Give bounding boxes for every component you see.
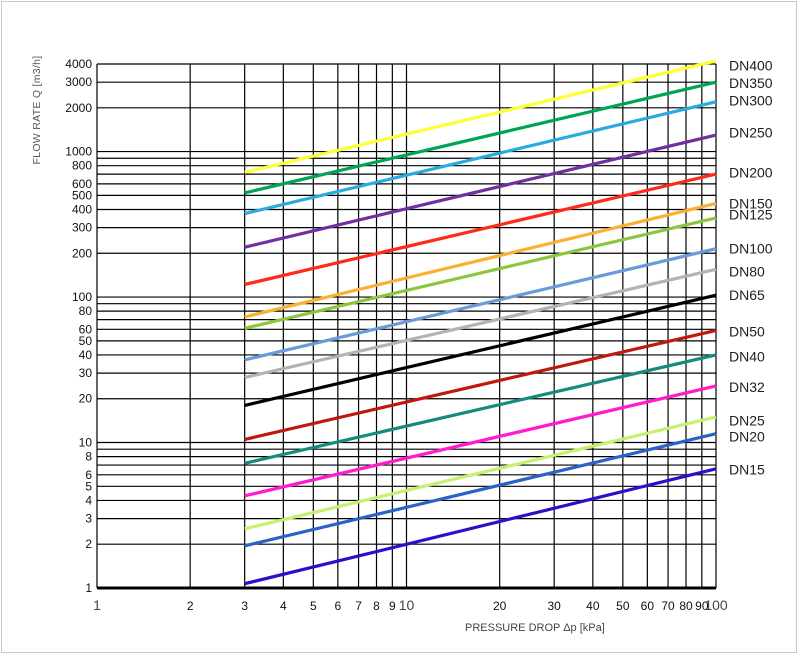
x-tick-label: 2 bbox=[187, 599, 194, 613]
x-tick-label: 4 bbox=[280, 599, 287, 613]
y-tick-label: 100 bbox=[72, 290, 92, 304]
legend-label-dn200: DN200 bbox=[729, 164, 773, 180]
y-tick-label: 600 bbox=[72, 177, 92, 191]
y-tick-label: 20 bbox=[79, 392, 93, 406]
series-line-dn250 bbox=[244, 133, 717, 249]
y-tick-label: 4000 bbox=[65, 57, 92, 71]
series-line-dn80 bbox=[244, 267, 717, 380]
grid-lines bbox=[96, 63, 717, 589]
y-tick-label: 1 bbox=[85, 581, 92, 595]
series-line-dn350 bbox=[244, 80, 717, 195]
y-tick-label: 200 bbox=[72, 246, 92, 260]
x-tick-label: 1 bbox=[93, 597, 101, 613]
y-tick-label: 300 bbox=[72, 221, 92, 235]
y-tick-label: 40 bbox=[79, 348, 93, 362]
y-axis-label: FLOW RATE Q [m3/h] bbox=[31, 55, 43, 164]
x-tick-label: 3 bbox=[241, 599, 248, 613]
legend-label-dn100: DN100 bbox=[729, 241, 773, 257]
series-line-dn20 bbox=[244, 432, 717, 548]
legend-label-dn400: DN400 bbox=[729, 58, 773, 74]
x-tick-label: 9 bbox=[389, 599, 396, 613]
x-tick-label: 100 bbox=[704, 597, 728, 613]
x-tick-label: 6 bbox=[334, 599, 341, 613]
y-tick-label: 1000 bbox=[65, 145, 92, 159]
x-tick-label: 50 bbox=[616, 599, 630, 613]
y-tick-label: 6 bbox=[85, 468, 92, 482]
x-axis-label: PRESSURE DROP Δp [kPa] bbox=[465, 622, 605, 634]
legend-label-dn15: DN15 bbox=[729, 462, 765, 478]
y-tick-label: 10 bbox=[79, 436, 93, 450]
y-tick-label: 8 bbox=[85, 450, 92, 464]
y-tick-label: 800 bbox=[72, 159, 92, 173]
y-tick-label: 500 bbox=[72, 188, 92, 202]
x-tick-label: 10 bbox=[399, 597, 415, 613]
legend-label-dn250: DN250 bbox=[729, 125, 773, 141]
series-lines bbox=[244, 59, 717, 586]
x-tick-label: 20 bbox=[493, 599, 507, 613]
legend-label-dn40: DN40 bbox=[729, 349, 765, 365]
legend-label-dn32: DN32 bbox=[729, 379, 765, 395]
series-line-dn25 bbox=[244, 415, 717, 531]
series-line-dn65 bbox=[244, 293, 717, 407]
y-tick-label: 2 bbox=[85, 537, 92, 551]
legend-label-dn25: DN25 bbox=[729, 412, 765, 428]
y-tick-label: 30 bbox=[79, 366, 93, 380]
series-line-dn15 bbox=[244, 467, 717, 586]
series-line-dn300 bbox=[244, 100, 717, 216]
x-tick-label: 40 bbox=[586, 599, 600, 613]
series-line-dn100 bbox=[244, 247, 717, 362]
legend-label-dn350: DN350 bbox=[729, 75, 773, 91]
series-line-dn40 bbox=[244, 353, 717, 465]
legend-label-dn20: DN20 bbox=[729, 429, 765, 445]
x-tick-label: 90 bbox=[695, 599, 709, 613]
series-line-dn150 bbox=[244, 201, 717, 319]
x-tick-label: 60 bbox=[641, 599, 655, 613]
series-line-dn50 bbox=[244, 328, 717, 442]
series-line-dn125 bbox=[244, 216, 717, 330]
series-line-dn200 bbox=[244, 172, 717, 287]
y-tick-label: 3000 bbox=[65, 75, 92, 89]
y-tick-label: 50 bbox=[79, 334, 93, 348]
y-tick-label: 5 bbox=[85, 479, 92, 493]
y-tick-label: 2000 bbox=[65, 101, 92, 115]
y-tick-label: 400 bbox=[72, 202, 92, 216]
y-tick-label: 80 bbox=[79, 304, 93, 318]
legend-label-dn150: DN150 bbox=[729, 195, 773, 211]
x-tick-label: 5 bbox=[310, 599, 317, 613]
series-line-dn32 bbox=[244, 384, 717, 498]
legend-label-dn80: DN80 bbox=[729, 263, 765, 279]
x-tick-label: 7 bbox=[355, 599, 362, 613]
x-tick-label: 8 bbox=[373, 599, 380, 613]
legend-label-dn300: DN300 bbox=[729, 92, 773, 108]
x-tick-label: 80 bbox=[679, 599, 693, 613]
x-tick-label: 70 bbox=[661, 599, 675, 613]
y-tick-label: 4 bbox=[85, 493, 92, 507]
x-tick-label: 30 bbox=[547, 599, 561, 613]
legend-label-dn65: DN65 bbox=[729, 287, 765, 303]
legend-label-dn50: DN50 bbox=[729, 323, 765, 339]
y-tick-label: 3 bbox=[85, 512, 92, 526]
legend-label-dn125: DN125 bbox=[729, 206, 773, 222]
y-tick-label: 60 bbox=[79, 322, 93, 336]
series-line-dn400 bbox=[244, 59, 717, 174]
